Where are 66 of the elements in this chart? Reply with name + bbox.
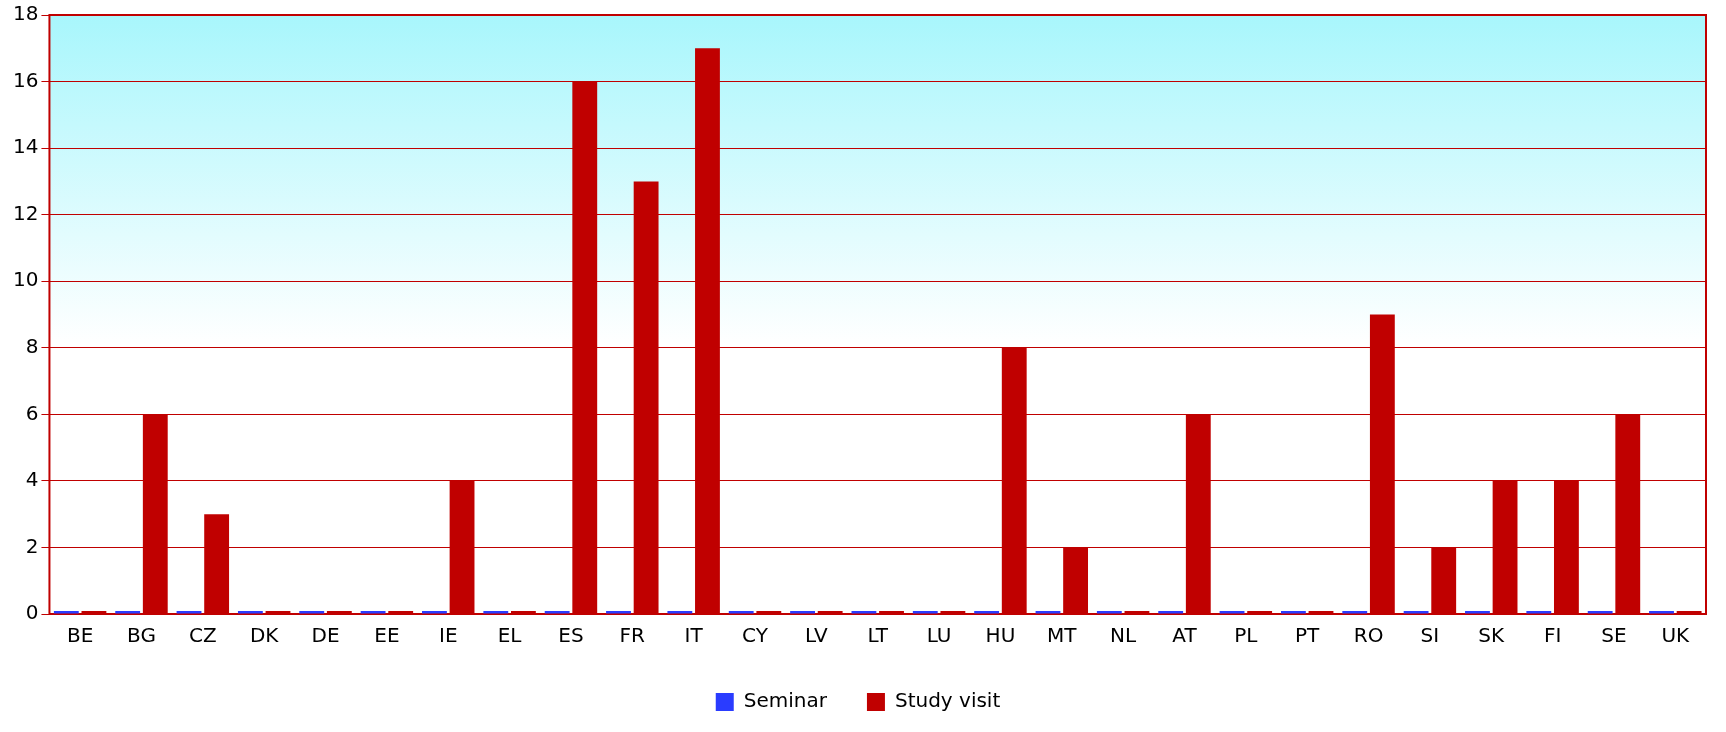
bar (1096, 611, 1122, 614)
y-tick-label: 0 (25, 600, 39, 625)
bar (115, 611, 141, 614)
bar (912, 611, 938, 614)
bar (1280, 611, 1306, 614)
bar (1342, 611, 1368, 614)
x-tick-label: BE (66, 623, 94, 648)
x-tick-label: MT (1047, 623, 1078, 648)
x-tick-label: HU (985, 623, 1016, 648)
x-tick-label: BG (127, 623, 156, 648)
bar (176, 611, 202, 614)
x-tick-label: LT (867, 623, 889, 648)
bar (974, 611, 1000, 614)
bar (422, 611, 447, 614)
bar (53, 611, 79, 614)
legend-label: Study visit (894, 688, 1001, 713)
x-tick-label: IE (438, 623, 458, 648)
x-tick-label: LU (926, 623, 952, 648)
bar (483, 611, 509, 614)
x-tick-label: LV (805, 623, 828, 648)
bar (360, 611, 386, 614)
x-tick-label: EE (374, 623, 400, 648)
x-tick-label: CZ (189, 623, 217, 648)
x-tick-label: DK (249, 623, 280, 648)
x-tick-label: PT (1295, 623, 1321, 648)
bar (1403, 611, 1429, 614)
bar (728, 611, 754, 614)
x-tick-label: RO (1353, 623, 1384, 648)
bar (299, 611, 325, 614)
x-tick-label: FR (619, 623, 646, 648)
y-tick-label: 18 (13, 1, 39, 26)
y-tick-label: 8 (25, 333, 39, 358)
y-tick-label: 16 (13, 67, 39, 92)
x-tick-label: SE (1601, 623, 1627, 648)
bar (1465, 611, 1490, 614)
x-tick-label: SI (1420, 623, 1440, 648)
bar (1526, 611, 1552, 614)
bar (1649, 611, 1674, 614)
bar (544, 611, 570, 614)
bar (1219, 611, 1245, 614)
bar (851, 611, 877, 614)
y-tick-label: 10 (13, 267, 39, 292)
y-tick-label: 4 (25, 467, 39, 492)
bar (667, 611, 693, 614)
x-tick-label: SK (1478, 623, 1506, 648)
bar (1035, 611, 1061, 614)
x-tick-label: EL (497, 623, 523, 648)
bar (237, 611, 263, 614)
x-tick-label: AT (1172, 623, 1198, 648)
x-tick-label: UK (1661, 623, 1691, 648)
bar (1587, 611, 1613, 614)
y-tick-label: 6 (25, 400, 39, 425)
bar (790, 611, 815, 614)
y-tick-label: 2 (25, 533, 39, 558)
y-tick-label: 14 (13, 134, 39, 159)
x-tick-label: FI (1543, 623, 1562, 648)
legend-label: Seminar (743, 688, 828, 713)
x-tick-label: PL (1234, 623, 1259, 648)
x-tick-label: ES (558, 623, 584, 648)
y-tick-label: 12 (13, 200, 39, 225)
bar (606, 611, 631, 614)
x-tick-label: NL (1110, 623, 1138, 648)
x-tick-label: IT (684, 623, 704, 648)
x-tick-label: CY (742, 623, 769, 648)
bar (1158, 611, 1184, 614)
x-tick-label: DE (311, 623, 340, 648)
